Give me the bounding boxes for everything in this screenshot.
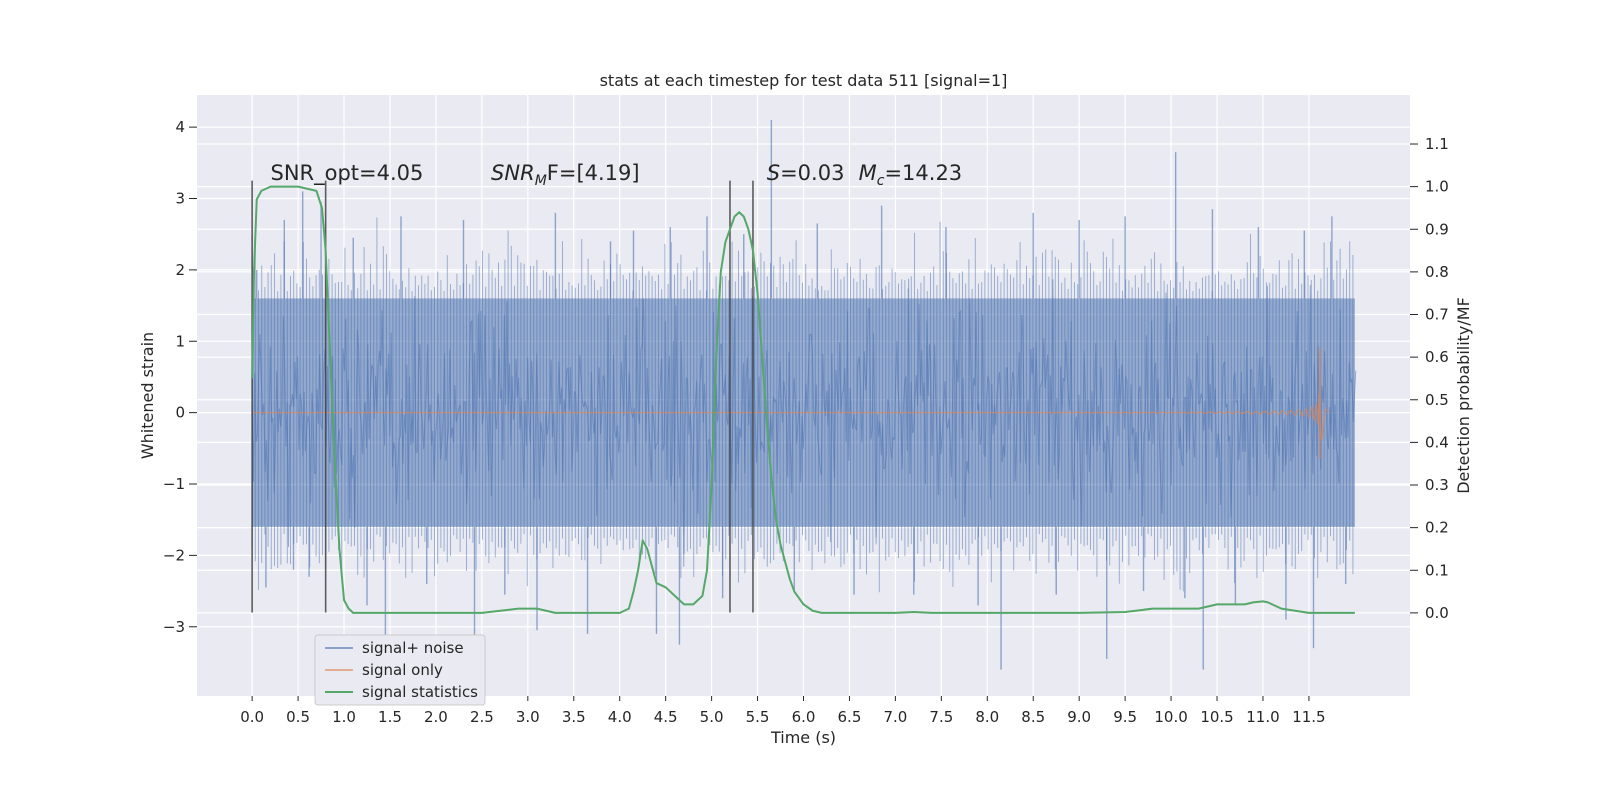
y-tick-label-right: 0.6 [1425,348,1449,366]
x-tick-label: 3.0 [516,708,540,726]
chart-title: stats at each timestep for test data 511… [600,71,1008,90]
legend: signal+ noise signal only signal statist… [314,634,486,706]
x-tick-label: 10.0 [1154,708,1187,726]
y-tick-label-left: 1 [175,332,185,350]
annotation-s-value: =0.03 [780,161,844,185]
y-tick-label-right: 0.4 [1425,433,1449,451]
legend-label-signal-statistics: signal statistics [362,683,478,701]
y-tick-label-left: 4 [175,118,185,136]
x-tick-label: 6.5 [838,708,862,726]
y-tick-label-left: −1 [163,475,185,493]
annotation-snr-mf: SNRMF=[4.19] [491,161,640,189]
annotation-snr-opt: SNR_opt=4.05 [271,161,424,186]
y-tick-label-right: 0.7 [1425,306,1449,324]
x-tick-label: 4.0 [608,708,632,726]
legend-label-signal-plus-noise: signal+ noise [362,639,464,657]
x-tick-label: 5.0 [700,708,724,726]
x-tick-label: 1.0 [332,708,356,726]
x-axis-label: Time (s) [770,728,836,747]
x-tick-label: 0.5 [286,708,310,726]
y-axis-label-left: Whitened strain [138,332,157,459]
x-tick-label: 0.0 [240,708,264,726]
y-tick-label-right: 0.3 [1425,476,1449,494]
x-tick-label: 5.5 [746,708,770,726]
annotation-snr-mf-name: SNR [491,161,535,185]
x-tick-label: 11.0 [1246,708,1279,726]
x-tick-label: 10.5 [1200,708,1233,726]
y-tick-label-left: 2 [175,261,185,279]
x-tick-label: 7.0 [883,708,907,726]
annotation-s-name: S [767,161,780,185]
x-tick-label: 8.0 [975,708,999,726]
series-signal-only [252,348,1330,460]
x-tick-label: 9.0 [1067,708,1091,726]
x-tick-label: 1.5 [378,708,402,726]
y-tick-label-left: −2 [163,546,185,564]
y-tick-label-left: 3 [175,189,185,207]
x-tick-label: 8.5 [1021,708,1045,726]
x-tick-label: 3.5 [562,708,586,726]
x-tick-label: 9.5 [1113,708,1137,726]
signal-chirp [252,394,1330,441]
y-tick-label-right: 0.2 [1425,519,1449,537]
y-axis-label-right: Detection probability/MF [1454,297,1473,494]
series-signal-statistics [251,185,1355,614]
statistics-line [251,185,1355,614]
y-tick-label-left: 0 [175,404,185,422]
x-tick-label: 2.0 [424,708,448,726]
annotation-mc-name: M [859,161,877,185]
x-tick-label: 11.5 [1292,708,1325,726]
x-tick-label: 6.0 [792,708,816,726]
annotation-s: S=0.03 [767,161,845,185]
annotation-snr-mf-rest: F=[4.19] [547,161,640,185]
legend-box [314,634,486,706]
y-tick-label-left: −3 [163,618,185,636]
y-tick-label-right: 0.9 [1425,220,1449,238]
legend-label-signal-only: signal only [362,661,443,679]
y-tick-label-right: 0.8 [1425,263,1449,281]
annotation-snr-mf-sub: M [535,173,547,189]
y-tick-label-right: 0.5 [1425,391,1449,409]
annotation-mc: Mc=14.23 [859,161,963,189]
y-tick-label-right: 1.1 [1425,135,1449,153]
x-tick-label: 2.5 [470,708,494,726]
annotation-mc-value: =14.23 [884,161,962,185]
annotation-mc-sub: c [877,173,885,189]
x-tick-label: 7.5 [929,708,953,726]
y-tick-label-right: 0.1 [1425,561,1449,579]
y-tick-label-right: 1.0 [1425,178,1449,196]
axis-ticks: 0.0 0.5 1.0 1.5 2.0 2.5 3.0 3.5 4.0 4.5 5.0 5.5 6.0 6… [163,118,1449,726]
y-tick-label-right: 0.0 [1425,604,1449,622]
x-tick-label: 4.5 [654,708,678,726]
